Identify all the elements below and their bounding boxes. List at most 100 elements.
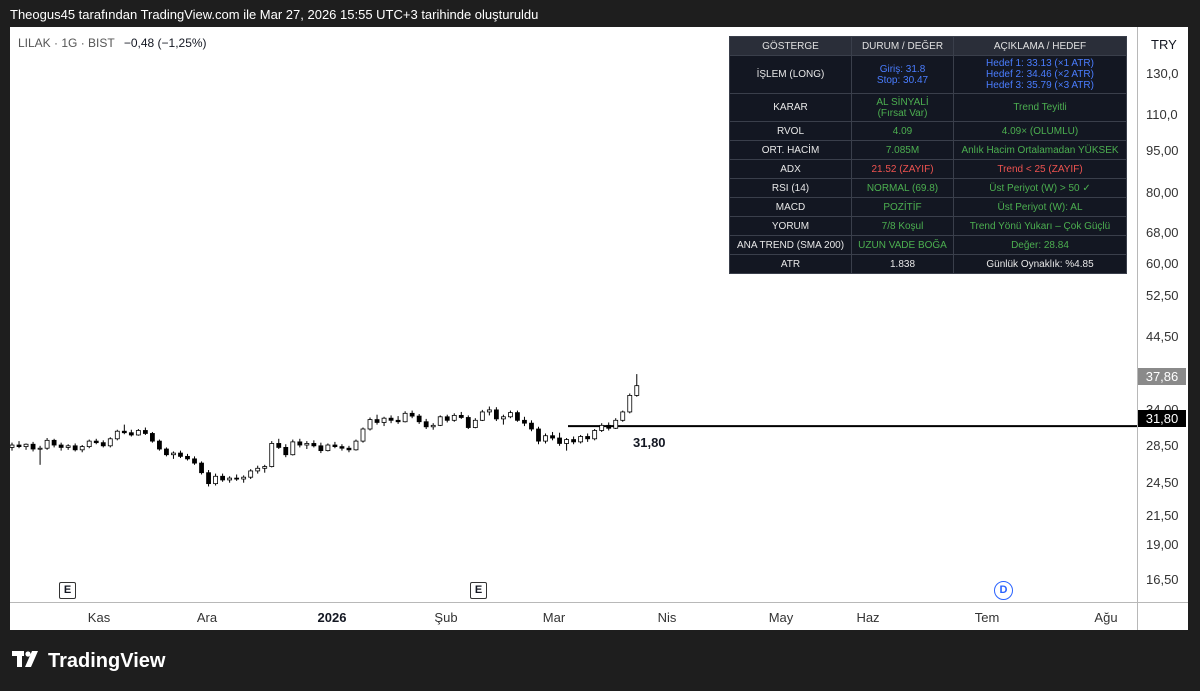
candle-body [550,435,555,439]
table-row: YORUM 7/8 Koşul Trend Yönü Yukarı – Çok Gü… [729,216,1127,236]
indicator-description-line: Hedef 3: 35.79 (×3 ATR) [986,80,1094,91]
candle [416,414,422,424]
candle [486,406,492,416]
time-tick-label: May [768,610,794,625]
candle [402,411,408,423]
dividend-event-marker[interactable]: D [994,581,1013,600]
indicator-description: Trend Teyitli [953,93,1127,122]
indicator-value: 7/8 Koşul [851,216,954,236]
candle-body [72,445,78,451]
candle [297,438,303,448]
indicator-description-line: Üst Periyot (W) > 50 ✓ [989,182,1091,194]
indicator-name: ATR [729,254,852,274]
candle [213,473,218,486]
candle [86,439,92,449]
candle [142,427,148,435]
candle-body [606,424,612,429]
candle-body [164,448,169,456]
indicator-value-line: Giriş: 31.8 [879,63,926,75]
candle [234,474,240,481]
table-row: RVOL 4.09 4.09× (OLUMLU) [729,121,1127,141]
candle-body [402,412,408,423]
candle-body [10,444,15,448]
price-tick-label: 130,0 [1146,66,1179,81]
indicator-description: Değer: 28.84 [953,235,1127,255]
candle [37,445,43,465]
indicator-description: 4.09× (OLUMLU) [953,121,1127,141]
earnings-event-marker[interactable]: E [59,582,76,599]
candle-body [444,416,450,421]
candlestick-chart[interactable] [10,27,1188,630]
table-row: KARAR AL SİNYALİ (Fırsat Var) Trend Teyitli [729,93,1127,122]
candle-body [508,412,513,418]
candle-body [339,446,345,449]
earnings-event-marker[interactable]: E [470,582,487,599]
price-tick-label: 28,50 [1146,438,1179,453]
candle [437,415,443,427]
candle [367,417,373,431]
candle-body [451,414,457,421]
candle [100,440,106,448]
candle-body [121,430,127,434]
indicator-value: AL SİNYALİ (Fırsat Var) [851,93,954,122]
tradingview-logo[interactable]: TradingView [12,650,165,673]
candle-body [620,411,626,421]
candle [283,444,289,458]
time-tick-label: Kas [87,610,111,625]
candle [500,414,506,425]
table-header-indicator: GÖSTERGE [729,36,852,56]
candle [121,424,127,435]
price-tick-label: 80,00 [1146,185,1179,200]
candle-body [627,395,633,413]
indicator-value-line: 7/8 Koşul [881,220,924,232]
candle [522,416,527,427]
candle [164,447,169,457]
candle [592,428,598,441]
candle [199,461,204,475]
candle [493,407,499,422]
candle-body [557,437,562,444]
symbol-label[interactable]: LILAK · 1G · BIST [18,36,115,50]
candle [51,438,57,448]
candle-body [16,444,22,448]
candle-body [37,447,43,450]
candle-body [500,416,506,420]
candle-body [248,470,254,478]
candle [634,374,640,397]
price-tick-label: 95,00 [1146,143,1179,158]
candle [135,428,141,436]
price-tick-label: 52,50 [1146,288,1179,303]
candle [332,441,338,449]
candle [529,420,534,432]
chart-panel[interactable]: LILAK · 1G · BIST −0,48 (−1,25%) TRY 130… [10,27,1188,630]
indicator-description-line: Hedef 1: 33.13 (×1 ATR) [986,58,1094,69]
table-row: İŞLEM (LONG) Giriş: 31.8 Stop: 30.47 Hedef … [729,55,1127,94]
candle-body [220,475,226,481]
candle [472,418,478,429]
candle-body [276,443,282,448]
candle [515,410,520,422]
price-axis-divider [1137,27,1138,630]
price-tick-label: 16,50 [1146,572,1179,587]
candle-body [128,432,134,436]
candle [395,416,401,424]
candle-body [613,419,619,429]
candle-body [157,440,162,450]
indicator-value-line: POZİTİF [883,201,922,213]
candle-body [30,443,36,450]
candle [374,414,380,425]
candle [311,440,317,448]
candle [248,469,254,480]
currency-label[interactable]: TRY [1151,37,1177,52]
price-tick-label: 110,0 [1146,107,1178,122]
candle-body [178,452,183,457]
candle [171,451,176,459]
candle-body [472,419,478,428]
indicator-value: Giriş: 31.8 Stop: 30.47 [851,55,954,94]
candle [255,465,261,474]
candle [241,475,247,483]
symbol-legend[interactable]: LILAK · 1G · BIST −0,48 (−1,25%) [18,36,207,50]
candle [114,429,120,441]
candle [276,438,282,450]
time-tick-label: Ara [196,610,218,625]
